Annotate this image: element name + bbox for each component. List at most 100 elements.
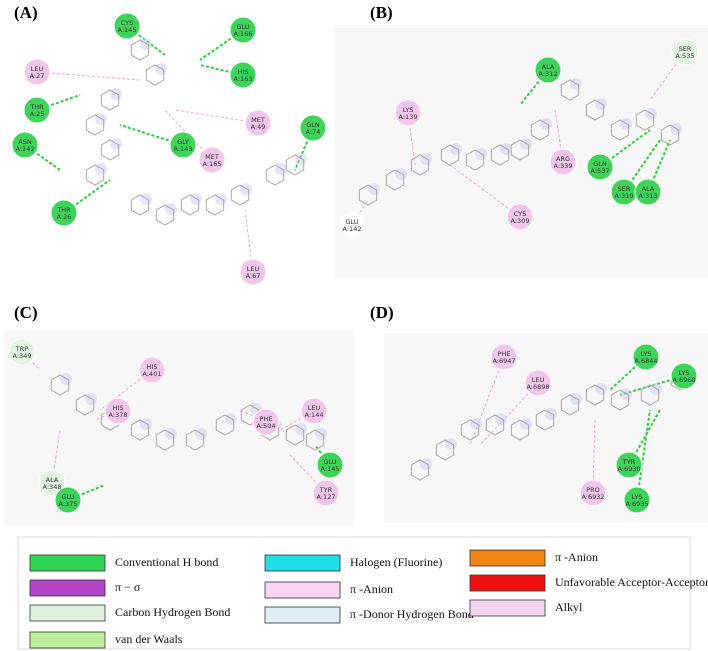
residue-label: ALA bbox=[642, 185, 655, 193]
residue-label: GLU bbox=[323, 458, 336, 466]
ring bbox=[130, 39, 150, 61]
residue-label: GLY bbox=[177, 138, 189, 146]
residue bbox=[252, 408, 280, 436]
panel-d-bg bbox=[384, 333, 708, 523]
legend-label: π -Anion bbox=[350, 582, 393, 596]
residue bbox=[169, 131, 197, 159]
ring bbox=[465, 149, 485, 171]
residue-label: PHE bbox=[498, 350, 511, 358]
residue bbox=[670, 362, 698, 390]
ring bbox=[180, 194, 200, 216]
interaction bbox=[174, 109, 259, 124]
ring bbox=[535, 409, 555, 431]
legend-swatch bbox=[469, 599, 546, 617]
ring bbox=[510, 419, 530, 441]
interaction bbox=[636, 409, 651, 501]
residue-label: ALA bbox=[542, 63, 555, 71]
ring bbox=[145, 64, 165, 86]
interaction bbox=[609, 356, 647, 391]
legend-label: Carbon Hydrogen Bond bbox=[115, 605, 230, 619]
ring bbox=[440, 144, 460, 166]
residue-label: A:535 bbox=[676, 52, 695, 60]
residue-label: A:143 bbox=[174, 145, 193, 153]
residue bbox=[113, 12, 141, 40]
residue-label: A:6935 bbox=[625, 500, 648, 508]
panel-label: (D) bbox=[370, 303, 394, 322]
ring bbox=[410, 154, 430, 176]
residue-label: A:6947 bbox=[492, 357, 515, 365]
ring bbox=[265, 164, 285, 186]
legend-label: π − σ bbox=[115, 580, 141, 594]
residue-label: A:6968 bbox=[672, 376, 695, 384]
ring bbox=[660, 124, 680, 146]
residue-label: A:6932 bbox=[581, 493, 604, 501]
residue bbox=[632, 343, 660, 371]
residue bbox=[534, 56, 562, 84]
residue bbox=[490, 343, 518, 371]
residue-label: ARG bbox=[556, 155, 570, 163]
interaction bbox=[63, 179, 111, 214]
ring bbox=[385, 169, 405, 191]
ring bbox=[460, 419, 480, 441]
ring bbox=[285, 424, 305, 446]
interaction bbox=[479, 382, 539, 446]
panel-label: (C) bbox=[14, 303, 38, 322]
ring bbox=[510, 139, 530, 161]
residue bbox=[586, 153, 614, 181]
residue-label: GLN bbox=[306, 121, 320, 129]
legend-swatch bbox=[29, 631, 106, 649]
residue bbox=[623, 486, 651, 514]
ring bbox=[585, 384, 605, 406]
residue bbox=[8, 338, 36, 366]
residue bbox=[671, 38, 699, 66]
residue-label: CYS bbox=[514, 210, 527, 218]
residue-label: HIS bbox=[147, 363, 158, 371]
ring bbox=[85, 164, 105, 186]
panel-label: (B) bbox=[370, 3, 393, 22]
residue-label: TRP bbox=[15, 345, 28, 353]
ring bbox=[490, 144, 510, 166]
residue-label: A:6898 bbox=[526, 383, 549, 391]
ring bbox=[50, 374, 70, 396]
legend-frame bbox=[17, 536, 691, 650]
ring bbox=[205, 194, 225, 216]
residue-label: A:348 bbox=[43, 483, 62, 491]
interaction bbox=[36, 71, 141, 81]
residue-label: LYS bbox=[679, 369, 690, 377]
ring bbox=[285, 154, 305, 176]
residue bbox=[54, 486, 82, 514]
residue bbox=[229, 61, 257, 89]
residue bbox=[394, 99, 422, 127]
residue bbox=[104, 397, 132, 425]
residue bbox=[299, 114, 327, 142]
interaction bbox=[289, 454, 327, 494]
ring bbox=[155, 429, 175, 451]
residue-label: SER bbox=[679, 45, 692, 53]
residue-label: A:309 bbox=[511, 217, 530, 225]
residue-label: A:313 bbox=[639, 192, 658, 200]
residue bbox=[312, 479, 340, 507]
residue-label: A:6930 bbox=[617, 465, 640, 473]
residue bbox=[524, 369, 552, 397]
legend-label: π -Anion bbox=[555, 550, 598, 564]
residue-label: THR bbox=[56, 206, 71, 214]
interaction bbox=[554, 109, 564, 163]
residue bbox=[23, 96, 51, 124]
residue-label: PRO bbox=[586, 486, 600, 494]
residue-label: A:401 bbox=[143, 370, 162, 378]
residue bbox=[198, 146, 226, 174]
ring bbox=[85, 114, 105, 136]
ring bbox=[410, 459, 430, 481]
residue-label: LEU bbox=[532, 376, 545, 384]
interaction bbox=[407, 112, 416, 166]
residue bbox=[300, 397, 328, 425]
ring bbox=[240, 404, 260, 426]
residue bbox=[11, 131, 39, 159]
residue-label: A:6844 bbox=[634, 357, 657, 365]
interaction bbox=[647, 139, 671, 193]
residue-label: A:145 bbox=[321, 465, 340, 473]
ring bbox=[435, 439, 455, 461]
residue-label: LEU bbox=[308, 404, 321, 412]
residue bbox=[244, 109, 272, 137]
